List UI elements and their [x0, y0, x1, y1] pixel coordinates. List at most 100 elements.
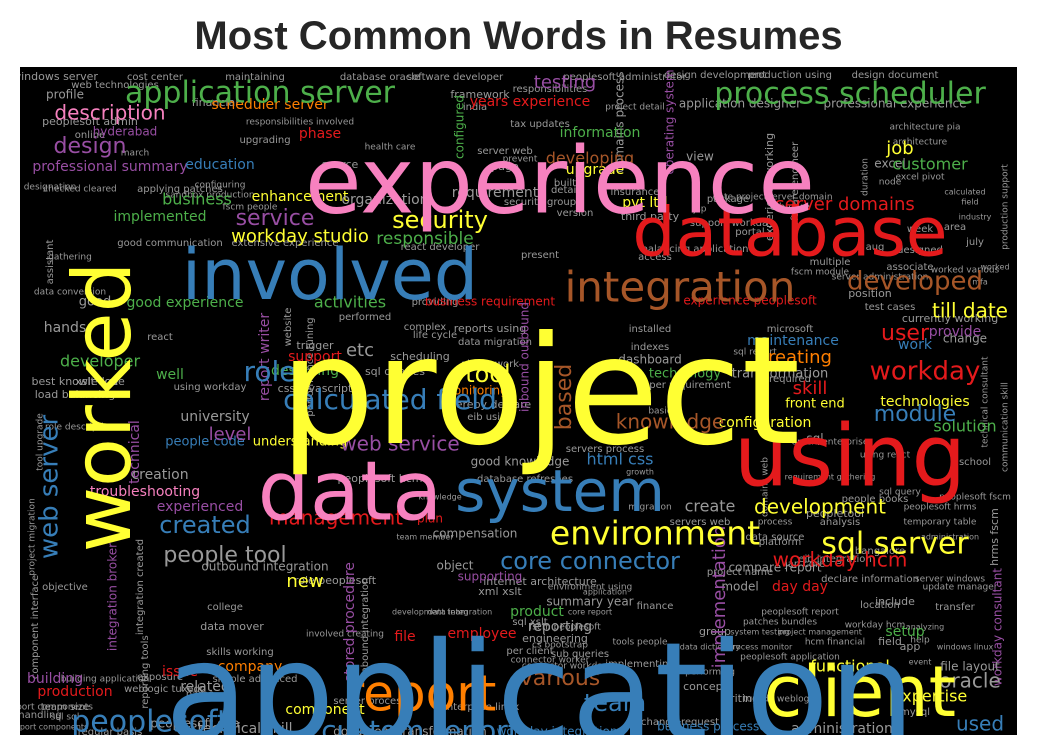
word-maintenance: maintenance	[747, 333, 839, 349]
word-worked-various: worked various	[931, 266, 1000, 276]
word-field: field	[961, 198, 978, 207]
word-various: various	[520, 666, 601, 691]
word-server-domains: server domains	[775, 194, 915, 215]
word-reporting: reporting	[528, 619, 592, 635]
word-xslt-code: xslt code	[75, 375, 125, 388]
word-handling: handling	[20, 710, 62, 721]
word-required: required	[769, 374, 811, 385]
word-compensation: compensation	[433, 527, 518, 541]
word-development-team: development team	[392, 608, 468, 617]
word-tool-upgrade: tool upgrade	[36, 413, 46, 471]
word-web-server: web server	[35, 415, 65, 560]
word-integration-created: integration created	[135, 539, 146, 635]
word-level: level	[209, 424, 252, 445]
word-app: app	[900, 640, 921, 653]
word-report: report	[344, 665, 497, 723]
word-configuring: configuring	[195, 181, 246, 191]
word-extensive-experience: extensive experience	[232, 238, 339, 249]
word-understanding: understanding	[253, 435, 348, 450]
word-job: job	[885, 138, 913, 159]
word-activities: activities	[314, 293, 386, 312]
word-workday-hcm: workday hcm	[845, 621, 906, 631]
word-security: security	[392, 206, 488, 234]
word-compare-report: compare report	[728, 561, 821, 575]
word-currently-working: currently working	[902, 312, 998, 325]
word-application-server: application server	[125, 76, 396, 111]
word-march: march	[121, 149, 149, 159]
word-help: help	[910, 636, 930, 646]
word-date-project: date project	[713, 193, 768, 203]
word-component-interface: component interface	[30, 575, 41, 679]
word-performance-tuning: performance tuning	[305, 317, 316, 416]
word-business-requirement: business requirement	[425, 295, 555, 309]
word-scheduler-server: scheduler server	[211, 97, 329, 113]
word-communication-skill: communication skill	[1001, 382, 1011, 472]
word-trigger: trigger	[296, 339, 334, 352]
word-cloud-canvas: report components mfa event process monitor…	[20, 67, 1017, 735]
word-present: present	[521, 250, 559, 261]
word-data-mover: data mover	[200, 620, 264, 633]
word-peoplesoft-report: peoplesoft report	[761, 608, 839, 618]
word-upgrade: upgrade	[566, 162, 624, 178]
word-july: july	[965, 237, 984, 248]
word-analyzing: analyzing	[906, 623, 944, 632]
word-peoplesoft-application: peoplesoft application	[740, 653, 840, 663]
word-health-care: health care	[365, 143, 416, 153]
word-microsoft: microsoft	[767, 324, 814, 335]
word-fscm-peoplesoft: fscm peoplesoft	[529, 623, 601, 633]
word-designing: designing	[271, 363, 339, 379]
word-connector-worker: connector worker	[511, 656, 590, 666]
word-maintaining: maintaining	[225, 72, 285, 83]
word-profile: profile	[46, 88, 84, 102]
word-issue: issue	[162, 664, 198, 680]
word-core-connector: core connector	[500, 547, 680, 575]
word-excel-pivot: excel pivot	[896, 173, 945, 183]
word-role: role	[243, 355, 296, 388]
word-peoplesoft-hrms: peoplesoft hrms	[904, 503, 977, 513]
word-people-books: people books	[842, 494, 909, 505]
cloud-background	[20, 67, 1017, 735]
word-system-testing: system testing	[730, 628, 789, 637]
word-sub-queries: sub queries	[551, 649, 609, 660]
word-designed: designed	[897, 245, 943, 256]
word-integration-broker: integration broker	[106, 543, 120, 651]
word-using: using	[734, 406, 966, 506]
word-peoplesoft-admin: peoplesoft admin	[42, 115, 138, 128]
word-temporary-table: temporary table	[904, 518, 977, 528]
word-html-css: html css	[587, 450, 654, 469]
word-troubleshooting: troubleshooting	[90, 484, 200, 500]
word-package: package	[707, 194, 749, 205]
word-technical: technical	[127, 420, 143, 484]
word-checked-cleared: checked cleared	[43, 185, 116, 195]
word-developing: developing	[546, 149, 634, 168]
word-installed: installed	[629, 324, 671, 335]
word-people-tool: people tool	[163, 543, 286, 568]
word-application: application	[583, 588, 627, 597]
word-role-peoplesoft: role peoplesoft	[294, 574, 377, 587]
word-react: react	[147, 332, 173, 343]
word-mfa: mfa	[972, 278, 988, 287]
word-professional-summary: professional summary	[32, 159, 187, 175]
word-workday-studio: workday studio	[231, 226, 369, 247]
word-writing: writing	[721, 692, 759, 705]
word-setup: setup	[885, 624, 924, 640]
word-business-processes: business processes	[657, 720, 773, 734]
word-implementation: implementation	[709, 526, 730, 669]
word-people-code: people code	[165, 435, 245, 450]
word-oracle-enterprise: oracle enterprise	[792, 438, 869, 448]
word-administration: administration	[921, 533, 979, 542]
word-summary-year: summary year	[546, 595, 633, 609]
word-outbound-integration: outbound integration	[201, 560, 328, 574]
word-responsible: responsible	[376, 229, 473, 249]
word-years-experience: years experience	[470, 94, 591, 110]
word-website: website	[283, 308, 294, 347]
word-report-writer: report writer	[257, 313, 273, 401]
word-server-windows: server windows	[915, 575, 985, 585]
word-platform: platform	[759, 537, 802, 548]
word-per-requirement: per requirement	[649, 380, 731, 391]
word-product: product	[510, 604, 564, 620]
word-environment: environment	[550, 514, 760, 553]
word-building-application: building application	[61, 675, 150, 685]
word-hands: hands	[44, 320, 87, 336]
word-till-date: till date	[932, 299, 1008, 323]
